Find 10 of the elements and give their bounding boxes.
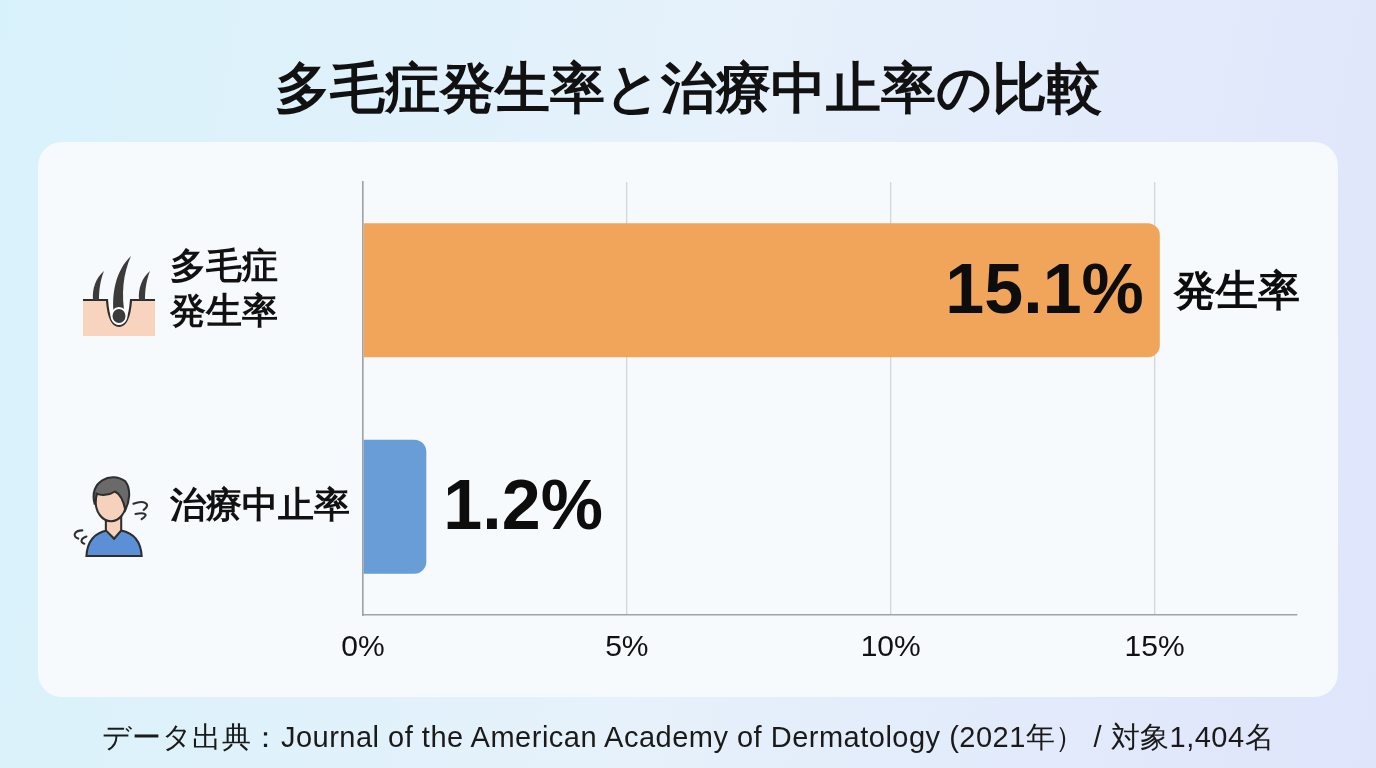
chart-title: 多毛症発生率と治療中止率の比較 [273, 56, 1103, 121]
annotation: 発生率 [1172, 266, 1300, 314]
x-tick-label: 15% [1124, 629, 1185, 663]
x-tick-label: 0% [341, 629, 385, 663]
text: データ出典：Journal of the American Academy of Dermatology (2021年） / 対象1,404名 [100, 720, 1276, 755]
data-label: 1.2% [443, 466, 603, 545]
y-tick-label: 治療中止率 [169, 483, 350, 525]
x-tick-label: 10% [860, 629, 921, 663]
data-label: 15.1% [945, 249, 1144, 328]
x-tick-label: 5% [605, 629, 649, 663]
